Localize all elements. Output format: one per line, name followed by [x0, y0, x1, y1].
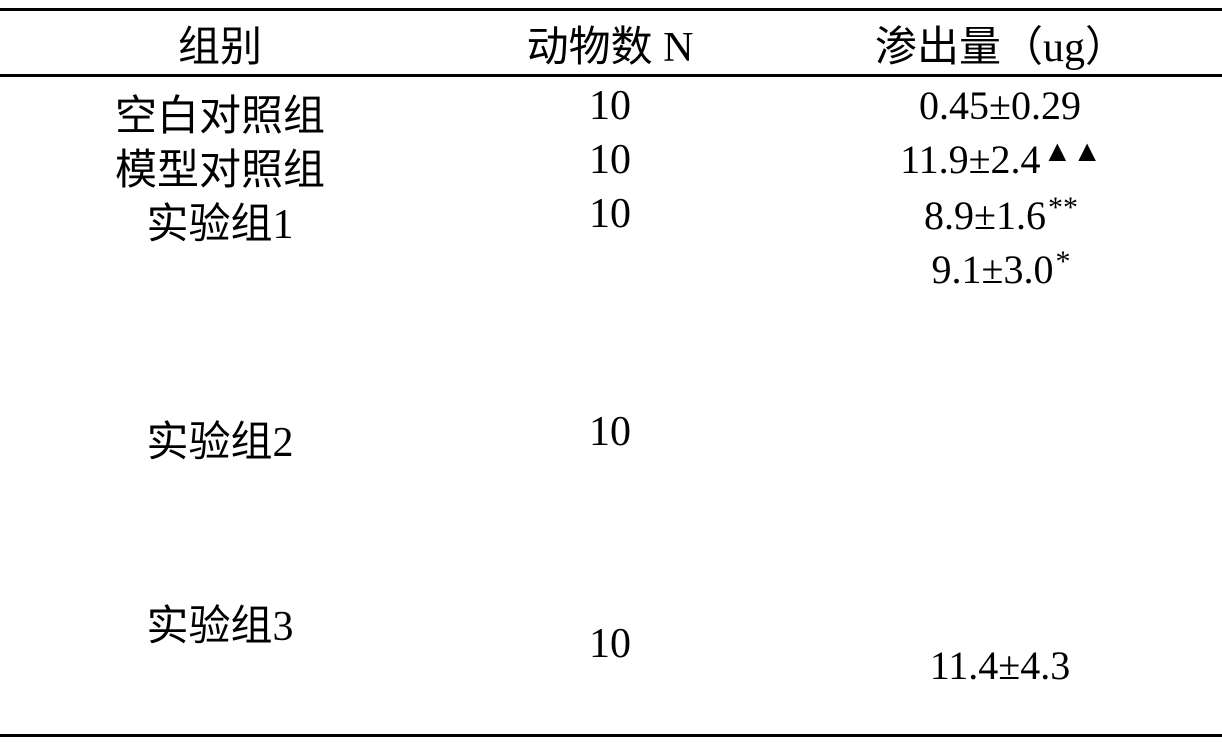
table-row: 空白对照组	[0, 82, 440, 143]
cell-exudate: 9.1±3.0*	[780, 246, 1222, 293]
exudate-value: 0.45±0.29	[919, 82, 1081, 129]
table-body: 空白对照组 10 0.45±0.29 模型对照组 10 11.9±2.4▲▲ 实…	[0, 80, 1222, 729]
cell-n: 10	[440, 82, 780, 130]
cell-n: 10	[440, 408, 780, 456]
cell-exudate: 8.9±1.6**	[780, 192, 1222, 239]
table-rule-header	[0, 74, 1222, 77]
exudate-sup: ▲▲	[1043, 135, 1102, 169]
table-row: 实验组3	[0, 592, 440, 653]
exudate-sup: **	[1048, 191, 1078, 225]
cell-n: 10	[440, 620, 780, 668]
table-row: 模型对照组	[0, 136, 440, 197]
cell-n: 10	[440, 190, 780, 238]
exudate-value: 11.9±2.4	[900, 136, 1040, 183]
cell-exudate: 11.4±4.3	[780, 642, 1222, 689]
exudate-value: 9.1±3.0	[932, 246, 1054, 293]
cell-n: 10	[440, 136, 780, 184]
exudate-value: 8.9±1.6	[924, 192, 1046, 239]
col-header-exudate: 渗出量（ug）	[780, 18, 1222, 68]
exudate-sup: *	[1055, 245, 1070, 279]
cell-exudate: 11.9±2.4▲▲	[780, 136, 1222, 183]
exudate-value: 11.4±4.3	[930, 642, 1070, 689]
cell-exudate: 0.45±0.29	[780, 82, 1222, 129]
table-rule-bottom	[0, 734, 1222, 737]
table-rule-top	[0, 8, 1222, 11]
data-table: 组别 动物数 N 渗出量（ug） 空白对照组 10 0.45±0.29 模型对照…	[0, 0, 1222, 747]
table-header-row: 组别 动物数 N 渗出量（ug）	[0, 18, 1222, 68]
table-row: 实验组1	[0, 190, 440, 251]
col-header-group: 组别	[0, 18, 440, 68]
table-row: 实验组2	[0, 408, 440, 469]
col-header-n: 动物数 N	[440, 18, 780, 68]
